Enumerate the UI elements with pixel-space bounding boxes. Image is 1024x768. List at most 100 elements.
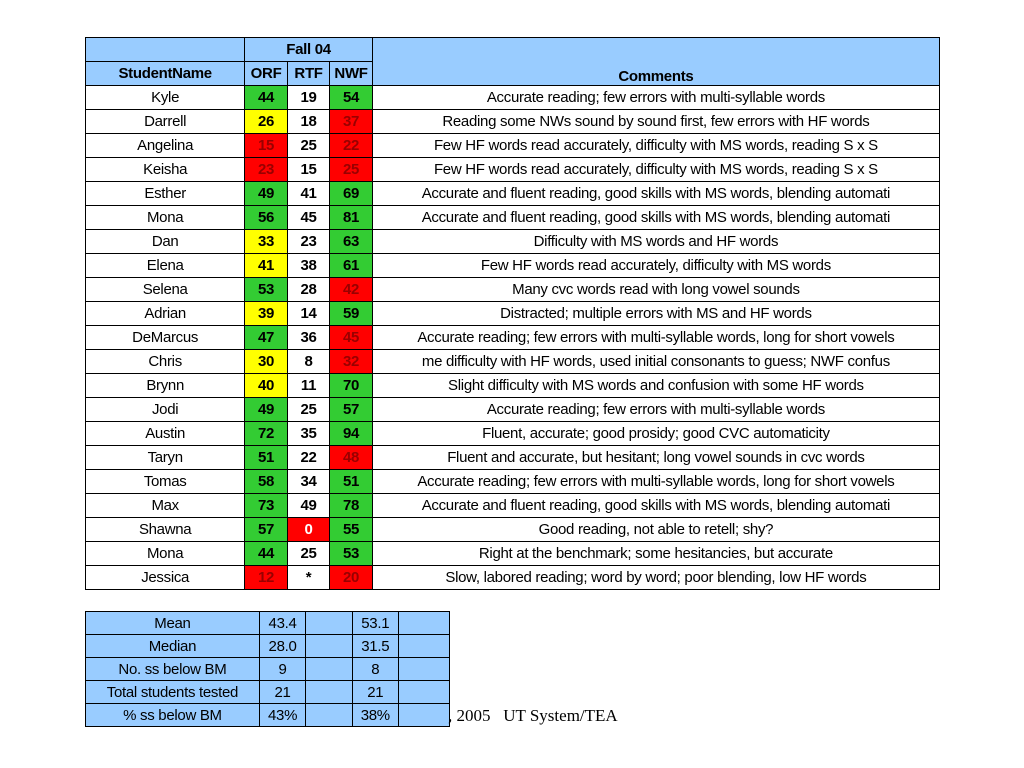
rtf-score-cell: 8 [286,349,331,374]
nwf-score-cell: 55 [329,517,373,542]
table-row: Taryn 51 22 48 Fluent and accurate, but hesi… [84,445,941,470]
comment-cell: me difficulty with HF words, used initia… [371,349,941,374]
table-row: Mona 44 25 53 Right at the benchmark; some h… [84,541,941,566]
nwf-score-cell: 51 [329,469,373,494]
rtf-score-cell: 19 [286,85,331,110]
nwf-score-cell: 22 [329,133,373,158]
table-row: Dan 33 23 63 Difficulty with MS words and HF… [84,229,941,254]
comment-cell: Slight difficulty with MS words and conf… [371,373,941,398]
rtf-score-cell: 34 [286,469,331,494]
orf-score-cell: 12 [244,565,288,590]
table-row: Jodi 49 25 57 Accurate reading; few errors w… [84,397,941,422]
orf-score-cell: 73 [244,493,288,518]
rtf-score-cell: * [286,565,331,590]
orf-score-cell: 44 [244,541,288,566]
table-row: Angelina 15 25 22 Few HF words read accurate… [84,133,941,158]
orf-score-cell: 23 [244,157,288,182]
nwf-score-cell: 45 [329,325,373,350]
stats-label-cell: % ss below BM [85,703,260,727]
stats-label-cell: Mean [85,611,260,635]
stats-rtf-cell [305,657,353,681]
column-header-row: StudentName ORF RTF NWF [84,61,940,86]
student-name-cell: Chris [84,349,246,374]
orf-score-cell: 26 [244,109,288,134]
nwf-score-cell: 63 [329,229,373,254]
table-row: Jessica 12 * 20 Slow, labored reading; word … [84,565,941,590]
blank-header-cell [84,37,246,62]
student-name-cell: Mona [84,205,246,230]
stats-empty-cell [397,611,451,635]
stats-orf-cell: 28.0 [258,634,307,658]
comment-cell: Reading some NWs sound by sound first, f… [371,109,941,134]
orf-score-cell: 30 [244,349,288,374]
table-row: Mona 56 45 81 Accurate and fluent reading, g… [84,205,941,230]
orf-score-cell: 33 [244,229,288,254]
student-name-cell: Angelina [84,133,246,158]
student-name-header: StudentName [84,61,246,86]
rtf-score-cell: 25 [286,541,331,566]
table-row: Max 73 49 78 Accurate and fluent reading, go… [84,493,941,518]
nwf-score-cell: 48 [329,445,373,470]
table-row: Keisha 23 15 25 Few HF words read accurately… [84,157,941,182]
table-row: Tomas 58 34 51 Accurate reading; few errors … [84,469,941,494]
orf-score-cell: 51 [244,445,288,470]
stats-orf-cell: 43% [258,703,307,727]
table-row: Chris 30 8 32 me difficulty with HF words, u… [84,349,941,374]
comment-cell: Distracted; multiple errors with MS and … [371,301,941,326]
stats-orf-cell: 43.4 [258,611,307,635]
stats-empty-cell [397,703,451,727]
student-scores-table: Fall 04 Comments StudentName ORF RTF NWF… [84,37,941,590]
table-row: Elena 41 38 61 Few HF words read accurately,… [84,253,941,278]
table-row: Darrell 26 18 37 Reading some NWs sound by s… [84,109,941,134]
rtf-score-cell: 0 [286,517,331,542]
student-name-cell: Selena [84,277,246,302]
rtf-score-cell: 45 [286,205,331,230]
nwf-score-cell: 42 [329,277,373,302]
stats-nwf-cell: 53.1 [351,611,399,635]
student-name-cell: Jessica [84,565,246,590]
stats-nwf-cell: 31.5 [351,634,399,658]
student-name-cell: Brynn [84,373,246,398]
orf-score-cell: 41 [244,253,288,278]
comments-header: Comments [371,37,941,86]
student-name-cell: Austin [84,421,246,446]
summary-stats-table: Mean 43.4 53.1 Median 28.0 31.5 No. ss below B… [85,611,451,727]
student-name-cell: Mona [84,541,246,566]
comment-cell: Accurate reading; few errors with multi-… [371,85,941,110]
nwf-score-cell: 53 [329,541,373,566]
stats-row: % ss below BM 43% 38% [85,703,451,727]
stats-label-cell: Median [85,634,260,658]
comment-cell: Good reading, not able to retell; shy? [371,517,941,542]
comment-cell: Many cvc words read with long vowel soun… [371,277,941,302]
stats-empty-cell [397,657,451,681]
student-name-cell: Taryn [84,445,246,470]
stats-row: No. ss below BM 9 8 [85,657,451,681]
orf-score-cell: 72 [244,421,288,446]
rtf-score-cell: 25 [286,397,331,422]
table-row: Brynn 40 11 70 Slight difficulty with MS wor… [84,373,941,398]
stats-rows: Mean 43.4 53.1 Median 28.0 31.5 No. ss below B… [85,611,451,727]
orf-score-cell: 56 [244,205,288,230]
student-name-cell: Tomas [84,469,246,494]
rtf-score-cell: 14 [286,301,331,326]
stats-rtf-cell [305,611,353,635]
rtf-score-cell: 36 [286,325,331,350]
period-header-row: Fall 04 Comments [84,37,941,86]
orf-score-cell: 15 [244,133,288,158]
rtf-header: RTF [286,61,331,86]
table-row: Selena 53 28 42 Many cvc words read with lon… [84,277,941,302]
stats-label-cell: No. ss below BM [85,657,260,681]
orf-header: ORF [244,61,288,86]
orf-score-cell: 40 [244,373,288,398]
stats-orf-cell: 9 [258,657,307,681]
stats-nwf-cell: 8 [351,657,399,681]
rtf-score-cell: 49 [286,493,331,518]
nwf-score-cell: 32 [329,349,373,374]
orf-score-cell: 49 [244,397,288,422]
rtf-score-cell: 22 [286,445,331,470]
comment-cell: Accurate reading; few errors with multi-… [371,469,941,494]
stats-row: Median 28.0 31.5 [85,634,451,658]
comment-cell: Accurate and fluent reading, good skills… [371,181,941,206]
rtf-score-cell: 18 [286,109,331,134]
rtf-score-cell: 38 [286,253,331,278]
